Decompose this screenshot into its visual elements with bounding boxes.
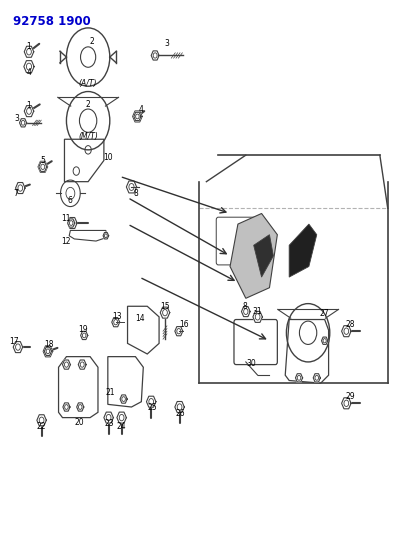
Text: 29: 29 bbox=[345, 392, 355, 401]
Text: 7: 7 bbox=[13, 189, 18, 198]
Polygon shape bbox=[117, 412, 126, 423]
Text: 28: 28 bbox=[345, 320, 355, 329]
Polygon shape bbox=[43, 346, 53, 357]
Polygon shape bbox=[39, 162, 47, 172]
Polygon shape bbox=[38, 161, 48, 172]
Polygon shape bbox=[78, 360, 86, 369]
Text: (M/T): (M/T) bbox=[78, 132, 98, 141]
Text: 22: 22 bbox=[36, 422, 46, 431]
Polygon shape bbox=[24, 46, 34, 57]
Text: 8: 8 bbox=[243, 302, 247, 311]
Polygon shape bbox=[44, 347, 52, 356]
Text: 4: 4 bbox=[27, 68, 31, 77]
Text: 8: 8 bbox=[133, 189, 138, 198]
Polygon shape bbox=[295, 374, 303, 382]
Polygon shape bbox=[160, 307, 170, 318]
Text: 17: 17 bbox=[9, 337, 19, 346]
Text: 6: 6 bbox=[68, 196, 73, 205]
Text: 5: 5 bbox=[40, 156, 45, 165]
Text: 18: 18 bbox=[44, 341, 54, 350]
Polygon shape bbox=[67, 217, 77, 229]
Text: (A/T): (A/T) bbox=[79, 79, 97, 88]
Text: 27: 27 bbox=[320, 309, 330, 318]
Polygon shape bbox=[134, 112, 141, 120]
Text: 10: 10 bbox=[103, 154, 113, 163]
Text: 19: 19 bbox=[79, 325, 88, 334]
Text: 1: 1 bbox=[27, 42, 31, 51]
Polygon shape bbox=[341, 398, 351, 409]
Polygon shape bbox=[146, 396, 156, 407]
Text: 92758 1900: 92758 1900 bbox=[13, 14, 91, 28]
Polygon shape bbox=[81, 332, 88, 340]
Text: 26: 26 bbox=[176, 409, 185, 418]
Polygon shape bbox=[151, 51, 159, 60]
Polygon shape bbox=[133, 111, 142, 122]
Polygon shape bbox=[62, 360, 70, 369]
Polygon shape bbox=[19, 119, 27, 127]
Text: 15: 15 bbox=[160, 302, 170, 311]
Text: 2: 2 bbox=[86, 100, 91, 109]
Text: 21: 21 bbox=[105, 388, 115, 397]
Polygon shape bbox=[254, 235, 274, 277]
Text: 3: 3 bbox=[164, 39, 170, 49]
Text: 23: 23 bbox=[105, 419, 115, 429]
Text: 1: 1 bbox=[27, 101, 31, 110]
Polygon shape bbox=[175, 327, 183, 336]
Text: 31: 31 bbox=[253, 306, 262, 316]
Text: 24: 24 bbox=[117, 422, 126, 431]
Polygon shape bbox=[341, 326, 351, 337]
Polygon shape bbox=[13, 342, 23, 353]
Polygon shape bbox=[126, 181, 137, 193]
Text: 2: 2 bbox=[90, 37, 94, 46]
Polygon shape bbox=[24, 61, 34, 72]
Polygon shape bbox=[37, 415, 46, 426]
Polygon shape bbox=[77, 403, 84, 411]
Polygon shape bbox=[104, 412, 114, 423]
Polygon shape bbox=[67, 219, 75, 227]
Polygon shape bbox=[15, 182, 25, 193]
Text: 30: 30 bbox=[247, 359, 256, 367]
Polygon shape bbox=[241, 306, 250, 317]
Polygon shape bbox=[313, 374, 320, 382]
Text: 13: 13 bbox=[112, 312, 122, 321]
Text: 12: 12 bbox=[62, 237, 71, 246]
Polygon shape bbox=[120, 395, 127, 403]
Text: 4: 4 bbox=[139, 104, 144, 114]
Polygon shape bbox=[230, 214, 278, 298]
Polygon shape bbox=[112, 318, 119, 327]
Polygon shape bbox=[322, 337, 328, 344]
Text: 25: 25 bbox=[147, 402, 157, 411]
Polygon shape bbox=[175, 401, 184, 413]
Text: 16: 16 bbox=[179, 320, 188, 329]
Polygon shape bbox=[63, 403, 70, 411]
Polygon shape bbox=[289, 224, 317, 277]
Text: 20: 20 bbox=[74, 418, 84, 427]
Polygon shape bbox=[24, 106, 34, 117]
Text: 3: 3 bbox=[15, 114, 19, 123]
Text: 11: 11 bbox=[62, 214, 71, 223]
Text: 14: 14 bbox=[135, 314, 145, 324]
Polygon shape bbox=[253, 311, 262, 322]
Polygon shape bbox=[103, 232, 109, 239]
